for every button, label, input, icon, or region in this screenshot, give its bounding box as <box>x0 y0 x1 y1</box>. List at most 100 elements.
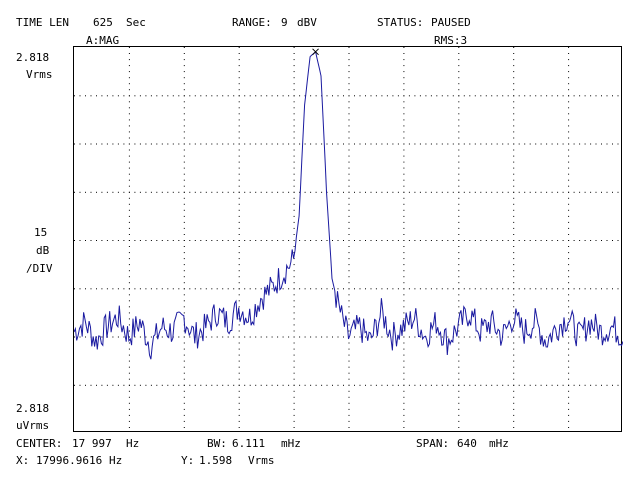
grid-dot <box>299 336 301 338</box>
grid-dot <box>540 384 542 386</box>
grid-dot <box>128 179 130 181</box>
grid-dot <box>348 264 350 266</box>
grid-dot <box>128 113 130 115</box>
grid-dot <box>293 83 295 85</box>
grid-dot <box>139 191 141 193</box>
grid-dot <box>288 384 290 386</box>
grid-dot <box>403 378 405 380</box>
grid-dot <box>255 384 257 386</box>
grid-dot <box>584 95 586 97</box>
grid-dot <box>458 372 460 374</box>
grid-dot <box>419 336 421 338</box>
grid-dot <box>85 384 86 386</box>
grid-dot <box>233 384 235 386</box>
grid-dot <box>348 53 350 54</box>
grid-dot <box>370 288 372 290</box>
grid-dot <box>546 191 548 193</box>
grid-dot <box>96 191 97 193</box>
grid-dot <box>238 372 240 374</box>
grid-dot <box>562 384 564 386</box>
grid-dot <box>337 288 339 290</box>
grid-dot <box>485 191 487 193</box>
grid-dot <box>496 143 498 145</box>
grid-dot <box>315 288 317 290</box>
grid-dot <box>513 288 515 290</box>
grid-dot <box>348 155 350 157</box>
grid-dot <box>568 252 570 254</box>
grid-dot <box>260 288 262 290</box>
grid-dot <box>227 288 229 290</box>
grid-dot <box>293 270 295 272</box>
grid-dot <box>408 95 410 97</box>
grid-dot <box>513 209 515 211</box>
grid-dot <box>568 264 570 266</box>
grid-dot <box>271 191 273 193</box>
grid-dot <box>513 294 515 296</box>
grid-dot <box>128 197 130 199</box>
grid-dot <box>205 191 207 193</box>
grid-dot <box>348 366 350 368</box>
grid-dot <box>123 240 125 241</box>
grid-dot <box>172 191 174 193</box>
grid-dot <box>513 101 515 103</box>
grid-dot <box>293 167 295 169</box>
grid-dot <box>458 89 460 91</box>
grid-dot <box>403 83 405 85</box>
grid-dot <box>183 83 185 85</box>
grid-dot <box>568 191 570 193</box>
grid-dot <box>282 384 284 386</box>
grid-dot <box>513 282 515 284</box>
grid-dot <box>211 191 213 193</box>
grid-dot <box>128 252 130 254</box>
grid-dot <box>277 240 279 241</box>
grid-dot <box>238 59 240 61</box>
grid-dot <box>117 336 119 338</box>
grid-dot <box>90 95 92 97</box>
y-scale-unit: dB <box>36 244 50 257</box>
grid-dot <box>310 95 312 97</box>
grid-dot <box>128 71 130 73</box>
grid-dot <box>266 336 268 338</box>
grid-dot <box>414 191 416 193</box>
grid-dot <box>348 402 350 404</box>
grid-dot <box>513 414 515 416</box>
grid-dot <box>463 240 465 241</box>
grid-dot <box>403 59 405 61</box>
grid-dot <box>562 143 564 145</box>
grid-dot <box>238 203 240 205</box>
grid-dot <box>348 276 350 278</box>
grid-dot <box>458 137 460 139</box>
grid-dot <box>458 312 460 314</box>
grid-dot <box>595 384 597 386</box>
grid-dot <box>183 131 185 133</box>
grid-dot <box>403 185 405 187</box>
grid-dot <box>183 113 185 115</box>
grid-dot <box>293 258 295 260</box>
grid-dot <box>480 384 482 386</box>
grid-dot <box>117 95 119 97</box>
grid-dot <box>441 191 443 193</box>
grid-dot <box>474 143 476 145</box>
grid-dot <box>436 240 438 241</box>
grid-dot <box>74 240 75 241</box>
grid-dot <box>128 312 130 314</box>
grid-dot <box>238 342 240 344</box>
grid-dot <box>128 396 130 398</box>
grid-dot <box>238 215 240 217</box>
grid-dot <box>112 143 114 145</box>
grid-dot <box>568 53 570 54</box>
grid-dot <box>178 288 180 290</box>
grid-dot <box>128 167 130 169</box>
grid-dot <box>348 252 350 254</box>
grid-dot <box>211 336 213 338</box>
grid-dot <box>568 420 570 422</box>
grid-dot <box>403 167 405 169</box>
grid-dot <box>183 143 185 145</box>
grid-dot <box>513 83 515 85</box>
grid-dot <box>200 384 202 386</box>
grid-dot <box>293 414 295 416</box>
grid-dot <box>183 149 185 151</box>
grid-dot <box>513 336 515 338</box>
spectrum-plot[interactable] <box>73 46 623 432</box>
grid-dot <box>568 83 570 85</box>
